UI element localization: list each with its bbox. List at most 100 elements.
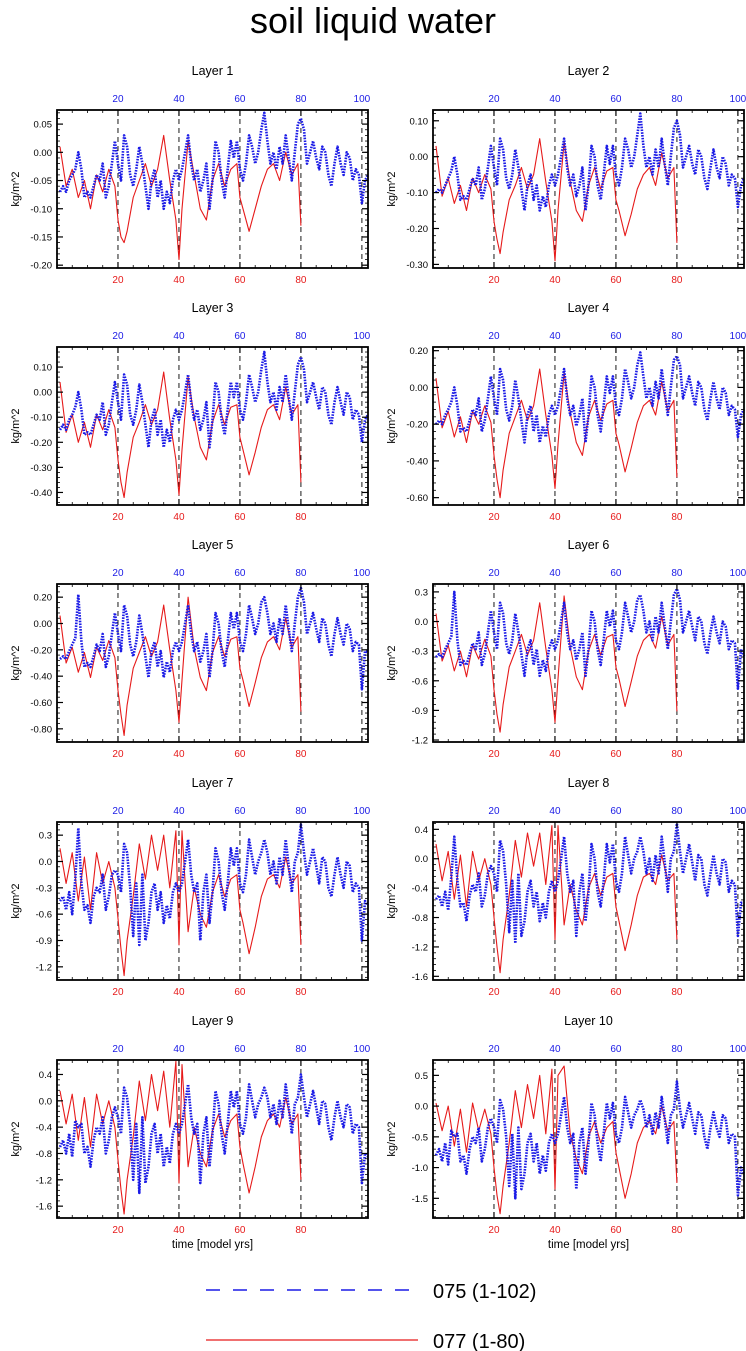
panel-layer-8: Layer 8 0.4 0.0 -0.4 -0.8 -1.2 -1.6 kg/m^2 20 40 6… — [386, 776, 746, 998]
xtick-label-bottom: 80 — [671, 1225, 683, 1236]
xtick-label-bottom: 20 — [488, 749, 500, 760]
panel-layer-9: Layer 9 0.4 0.0 -0.4 -0.8 -1.2 -1.6 kg/m^2 20 40 6… — [10, 1014, 371, 1251]
xtick-label-top: 60 — [610, 806, 622, 817]
xtick-label-bottom: 60 — [610, 987, 622, 998]
xtick-label-top: 20 — [488, 806, 500, 817]
ytick-label: -0.05 — [30, 176, 52, 187]
ytick-label: -0.10 — [30, 413, 52, 424]
xtick-label-top: 60 — [610, 94, 622, 105]
plot-frame — [56, 109, 369, 269]
panel-layer-10: Layer 10 0.5 0.0 -0.5 -1.0 -1.5 kg/m^2 20 40 60 80… — [386, 1014, 746, 1251]
panel-title: Layer 2 — [568, 64, 610, 78]
xtick-label-bottom: 20 — [112, 1225, 124, 1236]
xtick-label-bottom: 40 — [173, 749, 185, 760]
panel-layer-5: Layer 5 0.20 0.00 -0.20 -0.40 -0.60 -0.80 kg/m^… — [10, 538, 371, 760]
xtick-label-bottom: 60 — [610, 512, 622, 523]
xtick-label-top: 80 — [671, 94, 683, 105]
ytick-label: -0.4 — [412, 884, 428, 895]
xtick-label-top: 60 — [234, 1044, 246, 1055]
xtick-label-bottom: 60 — [234, 275, 246, 286]
xtick-label-top: 100 — [354, 94, 371, 105]
ytick-label: -1.2 — [36, 1175, 52, 1186]
ytick-label: -0.9 — [412, 706, 428, 717]
ytick-label: 0.00 — [34, 148, 53, 159]
xtick-label-bottom: 40 — [549, 987, 561, 998]
ytick-label: -0.20 — [406, 224, 428, 235]
xtick-label-bottom: 80 — [295, 275, 307, 286]
y-axis-label: kg/m^2 — [386, 883, 398, 918]
ytick-label: 0.0 — [39, 857, 52, 868]
series-075-line — [435, 351, 746, 444]
xtick-label-top: 100 — [354, 568, 371, 579]
ytick-label: -0.40 — [406, 456, 428, 467]
panel-layer-1: Layer 1 0.05 0.00 -0.05 -0.10 -0.15 -0.20 kg/m^… — [10, 64, 371, 286]
ytick-label: -0.80 — [30, 724, 52, 735]
xtick-label-top: 60 — [234, 94, 246, 105]
xtick-label-bottom: 80 — [295, 1225, 307, 1236]
legend-label-1: 075 (1-102) — [433, 1281, 536, 1303]
ytick-label: -0.10 — [406, 188, 428, 199]
xtick-label-top: 80 — [671, 1044, 683, 1055]
xtick-label-bottom: 80 — [671, 987, 683, 998]
xtick-label-bottom: 80 — [295, 749, 307, 760]
xtick-label-bottom: 40 — [549, 1225, 561, 1236]
ytick-label: -0.30 — [30, 463, 52, 474]
ytick-label: -0.20 — [30, 261, 52, 272]
series-075-line — [434, 1080, 746, 1200]
panel-title: Layer 9 — [192, 1014, 234, 1028]
ytick-label: -0.5 — [412, 1132, 428, 1143]
ytick-label: 0.4 — [415, 825, 428, 836]
ytick-label: -1.5 — [412, 1194, 428, 1205]
series-075-line — [58, 1073, 369, 1195]
panel-title: Layer 10 — [564, 1014, 613, 1028]
plot-frame — [56, 346, 369, 506]
xtick-label-top: 40 — [549, 94, 561, 105]
series-075-line — [435, 822, 744, 945]
xtick-label-top: 100 — [730, 331, 746, 342]
xtick-label-top: 60 — [234, 331, 246, 342]
series-077-line — [59, 830, 302, 977]
series-075-line — [58, 823, 370, 947]
ytick-label: 0.10 — [34, 363, 53, 374]
xtick-label-bottom: 80 — [671, 749, 683, 760]
xtick-label-top: 100 — [354, 1044, 371, 1055]
ytick-label: 0.0 — [415, 854, 428, 865]
panel-layer-3: Layer 3 0.10 0.00 -0.10 -0.20 -0.30 -0.40 kg/m^… — [10, 301, 371, 523]
x-axis-label: time [model yrs] — [548, 1239, 629, 1251]
xtick-label-bottom: 60 — [234, 749, 246, 760]
xtick-label-bottom: 20 — [112, 749, 124, 760]
xtick-label-top: 20 — [488, 94, 500, 105]
panel-title: Layer 4 — [568, 301, 610, 315]
legend: 075 (1-102) 077 (1-80) — [206, 1281, 536, 1351]
xtick-label-top: 80 — [295, 94, 307, 105]
y-axis-label: kg/m^2 — [10, 1121, 22, 1156]
ytick-label: -0.20 — [30, 645, 52, 656]
xtick-label-top: 60 — [610, 331, 622, 342]
panel-title: Layer 7 — [192, 776, 234, 790]
xtick-label-top: 100 — [730, 568, 746, 579]
xtick-label-bottom: 40 — [173, 275, 185, 286]
ytick-label: -0.15 — [30, 232, 52, 243]
xtick-label-top: 20 — [112, 1044, 124, 1055]
panel-layer-6: Layer 6 0.3 0.0 -0.3 -0.6 -0.9 -1.2 kg/m^2 20 40 6… — [386, 538, 746, 760]
ytick-label: 0.0 — [415, 617, 428, 628]
xtick-label-top: 40 — [549, 331, 561, 342]
ytick-label: 0.4 — [39, 1070, 52, 1081]
xtick-label-bottom: 40 — [173, 987, 185, 998]
ytick-label: -0.30 — [406, 260, 428, 271]
ytick-label: 0.00 — [34, 619, 53, 630]
series-077-line — [59, 134, 302, 261]
xtick-label-bottom: 60 — [610, 1225, 622, 1236]
xtick-label-top: 20 — [112, 94, 124, 105]
y-axis-label: kg/m^2 — [10, 408, 22, 443]
xtick-label-bottom: 60 — [610, 275, 622, 286]
xtick-label-bottom: 60 — [234, 1225, 246, 1236]
ytick-label: 0.00 — [410, 152, 429, 163]
xtick-label-bottom: 80 — [671, 512, 683, 523]
ytick-label: -0.60 — [30, 698, 52, 709]
ytick-label: 0.20 — [410, 346, 429, 357]
xtick-label-bottom: 20 — [112, 275, 124, 286]
xtick-label-top: 40 — [173, 1044, 185, 1055]
ytick-label: 0.0 — [415, 1102, 428, 1113]
